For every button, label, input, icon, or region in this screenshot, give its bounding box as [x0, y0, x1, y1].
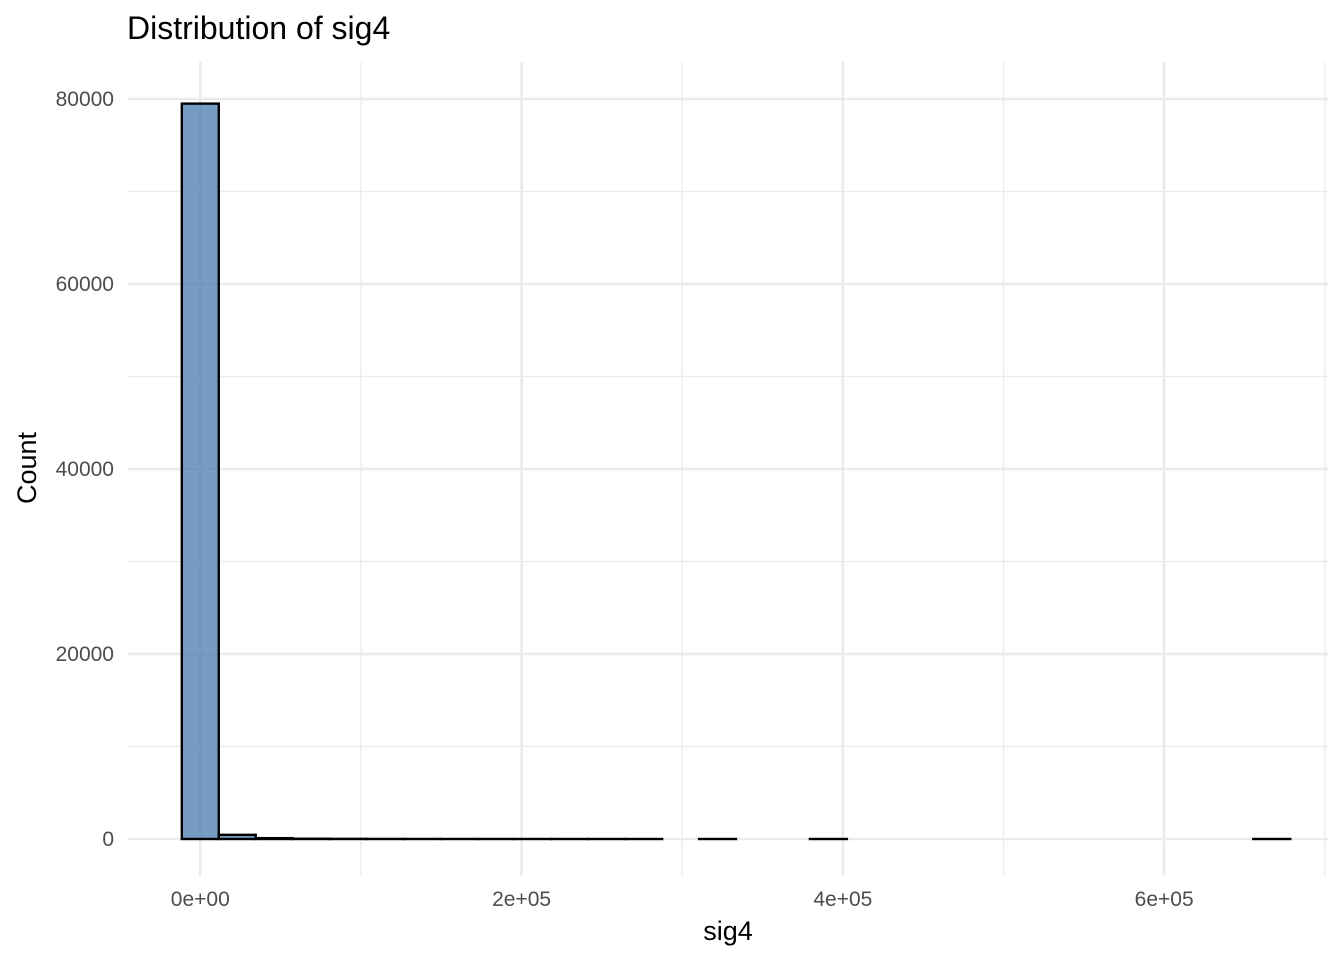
histogram-bar: [254, 836, 294, 841]
grid-lines: [128, 62, 1328, 876]
x-axis-tick-labels: 0e+00 2e+05 4e+05 6e+05: [171, 888, 1194, 911]
y-tick-label: 80000: [56, 88, 114, 111]
x-tick-label: 4e+05: [813, 888, 872, 911]
x-axis-title: sig4: [703, 916, 753, 946]
histogram-bar: [217, 833, 257, 841]
x-tick-label: 2e+05: [492, 888, 551, 911]
chart-title: Distribution of sig4: [127, 10, 390, 46]
y-tick-label: 0: [102, 828, 114, 851]
histogram-bars: [180, 102, 1292, 841]
y-tick-label: 40000: [56, 458, 114, 481]
x-tick-label: 6e+05: [1135, 888, 1194, 911]
x-tick-label: 0e+00: [171, 888, 230, 911]
y-tick-label: 20000: [56, 643, 114, 666]
histogram-bar: [180, 102, 220, 841]
y-tick-label: 60000: [56, 273, 114, 296]
y-axis-tick-labels: 0 20000 40000 60000 80000: [56, 88, 114, 851]
y-axis-title: Count: [12, 431, 42, 504]
